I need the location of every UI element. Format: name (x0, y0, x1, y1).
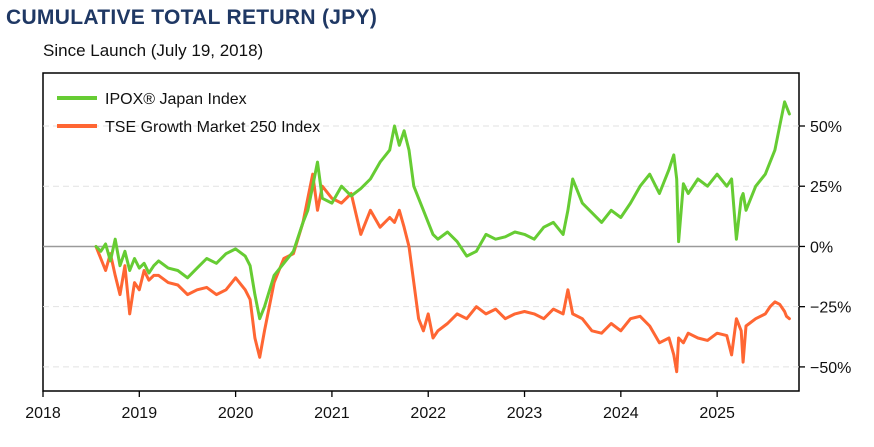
x-tick-label: 2018 (25, 405, 61, 422)
x-tick-label: 2021 (314, 405, 350, 422)
x-axis: 2018 2019 2020 2021 2022 2023 2024 2025 (25, 391, 735, 422)
x-tick-label: 2020 (218, 405, 254, 422)
y-axis: 50% 25% 0% −25% −50% (799, 119, 851, 377)
y-tick-label: 0% (810, 239, 833, 256)
plot-area (42, 72, 800, 392)
x-tick-label: 2022 (410, 405, 446, 422)
y-tick-label: 25% (810, 179, 842, 196)
x-tick-label: 2025 (699, 405, 735, 422)
y-tick-label: 50% (810, 119, 842, 136)
series-line (94, 172, 791, 374)
legend-label: TSE Growth Market 250 Index (105, 119, 320, 136)
chart-subtitle: Since Launch (July 19, 2018) (43, 41, 264, 60)
legend-label: IPOX® Japan Index (105, 91, 247, 108)
series-group (94, 100, 791, 374)
legend: IPOX® Japan Index TSE Growth Market 250 I… (57, 91, 320, 136)
chart-title: CUMULATIVE TOTAL RETURN (JPY) (6, 6, 378, 29)
y-tick-label: −50% (810, 360, 851, 377)
gridlines (43, 125, 799, 368)
y-tick-label: −25% (810, 300, 851, 317)
x-tick-label: 2023 (507, 405, 543, 422)
x-tick-label: 2019 (122, 405, 158, 422)
x-tick-label: 2024 (603, 405, 639, 422)
series-line (94, 100, 791, 321)
